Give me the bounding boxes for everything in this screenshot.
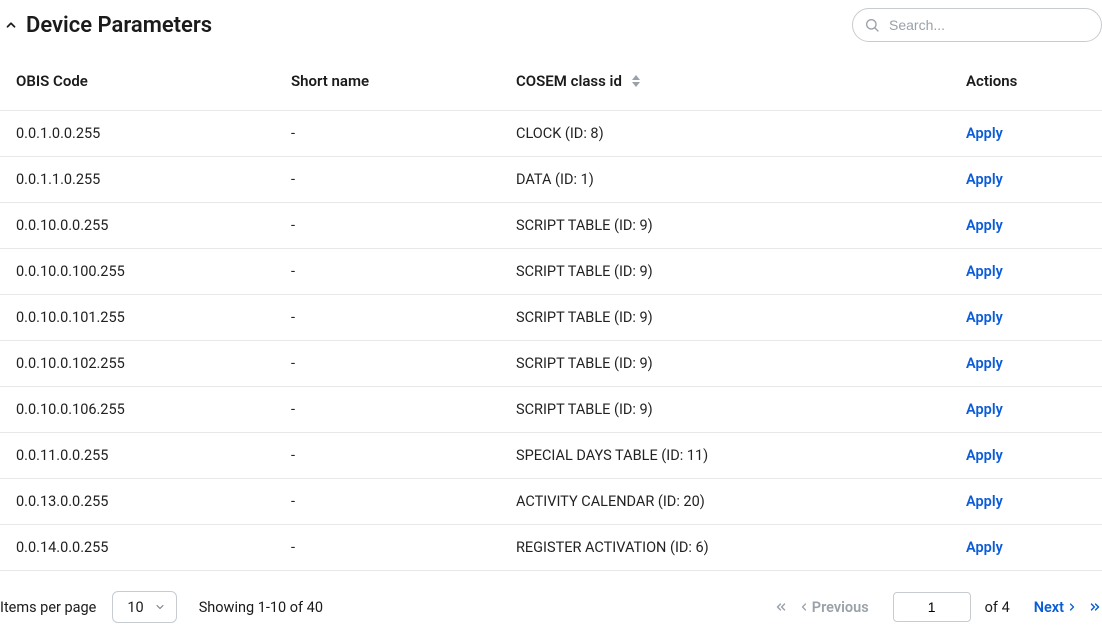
- cell-obis: 0.0.10.0.102.255: [0, 341, 275, 387]
- title-container: Device Parameters: [0, 13, 212, 38]
- cell-cosem: SCRIPT TABLE (ID: 9): [500, 295, 950, 341]
- page-size-value: 10: [127, 599, 143, 616]
- column-header-cosem-label: COSEM class id: [516, 72, 622, 90]
- table-body: 0.0.1.0.0.255-CLOCK (ID: 8)Apply0.0.1.1.…: [0, 111, 1102, 571]
- cell-short: -: [275, 203, 500, 249]
- apply-button[interactable]: Apply: [966, 447, 1003, 464]
- apply-button[interactable]: Apply: [966, 401, 1003, 418]
- pagination-bar: Items per page 10 Showing 1-10 of 40 Pre…: [0, 571, 1102, 629]
- apply-button[interactable]: Apply: [966, 171, 1003, 188]
- cell-obis: 0.0.13.0.0.255: [0, 479, 275, 525]
- showing-text: Showing 1-10 of 40: [199, 599, 323, 616]
- column-header-cosem[interactable]: COSEM class id: [500, 52, 950, 111]
- apply-button[interactable]: Apply: [966, 263, 1003, 280]
- cell-short: -: [275, 157, 500, 203]
- table-row: 0.0.13.0.0.255-ACTIVITY CALENDAR (ID: 20…: [0, 479, 1102, 525]
- apply-button[interactable]: Apply: [966, 125, 1003, 142]
- cell-cosem: SCRIPT TABLE (ID: 9): [500, 203, 950, 249]
- panel-header: Device Parameters: [0, 0, 1102, 52]
- search-container: [852, 8, 1102, 42]
- collapse-icon[interactable]: [4, 18, 18, 32]
- cell-short: -: [275, 341, 500, 387]
- table-row: 0.0.10.0.102.255-SCRIPT TABLE (ID: 9) App…: [0, 341, 1102, 387]
- page-title: Device Parameters: [26, 13, 212, 38]
- apply-button[interactable]: Apply: [966, 309, 1003, 326]
- table-row: 0.0.1.1.0.255-DATA (ID: 1) Apply: [0, 157, 1102, 203]
- cell-obis: 0.0.10.0.106.255: [0, 387, 275, 433]
- table-row: 0.0.10.0.106.255-SCRIPT TABLE (ID: 9) App…: [0, 387, 1102, 433]
- table-row: 0.0.1.0.0.255-CLOCK (ID: 8) Apply: [0, 111, 1102, 157]
- cell-cosem: ACTIVITY CALENDAR (ID: 20): [500, 479, 950, 525]
- current-page-input[interactable]: [893, 592, 971, 622]
- parameters-table: OBIS Code Short name COSEM class id Acti…: [0, 52, 1102, 571]
- cell-obis: 0.0.14.0.0.255: [0, 525, 275, 571]
- apply-button[interactable]: Apply: [966, 355, 1003, 372]
- table-row: 0.0.14.0.0.255-REGISTER ACTIVATION (ID: …: [0, 525, 1102, 571]
- cell-cosem: DATA (ID: 1): [500, 157, 950, 203]
- apply-button[interactable]: Apply: [966, 493, 1003, 510]
- previous-label: Previous: [812, 599, 869, 616]
- cell-obis: 0.0.11.0.0.255: [0, 433, 275, 479]
- next-label: Next: [1034, 599, 1064, 616]
- first-page-button[interactable]: [774, 600, 788, 614]
- pager: Previous of 4 Next: [774, 592, 1102, 622]
- cell-obis: 0.0.10.0.0.255: [0, 203, 275, 249]
- cell-cosem: SCRIPT TABLE (ID: 9): [500, 387, 950, 433]
- cell-cosem: REGISTER ACTIVATION (ID: 6): [500, 525, 950, 571]
- table-row: 0.0.11.0.0.255-SPECIAL DAYS TABLE (ID: 1…: [0, 433, 1102, 479]
- cell-obis: 0.0.1.0.0.255: [0, 111, 275, 157]
- cell-cosem: SPECIAL DAYS TABLE (ID: 11): [500, 433, 950, 479]
- search-input[interactable]: [852, 8, 1102, 42]
- apply-button[interactable]: Apply: [966, 217, 1003, 234]
- chevron-down-icon: [154, 601, 166, 613]
- table-header-row: OBIS Code Short name COSEM class id Acti…: [0, 52, 1102, 111]
- apply-button[interactable]: Apply: [966, 539, 1003, 556]
- cell-cosem: SCRIPT TABLE (ID: 9): [500, 249, 950, 295]
- column-header-short[interactable]: Short name: [275, 52, 500, 111]
- cell-obis: 0.0.1.1.0.255: [0, 157, 275, 203]
- items-per-page-label: Items per page: [0, 599, 96, 616]
- cell-short: -: [275, 525, 500, 571]
- cell-short: -: [275, 479, 500, 525]
- cell-short: -: [275, 387, 500, 433]
- sort-icon: [632, 75, 640, 87]
- column-header-actions: Actions: [950, 52, 1102, 111]
- table-row: 0.0.10.0.100.255-SCRIPT TABLE (ID: 9) App…: [0, 249, 1102, 295]
- cell-short: -: [275, 249, 500, 295]
- last-page-button[interactable]: [1088, 600, 1102, 614]
- cell-obis: 0.0.10.0.101.255: [0, 295, 275, 341]
- page-size-select[interactable]: 10: [112, 591, 176, 623]
- cell-obis: 0.0.10.0.100.255: [0, 249, 275, 295]
- previous-page-button[interactable]: Previous: [798, 599, 869, 616]
- column-header-obis[interactable]: OBIS Code: [0, 52, 275, 111]
- table-row: 0.0.10.0.0.255-SCRIPT TABLE (ID: 9) Apply: [0, 203, 1102, 249]
- next-page-button[interactable]: Next: [1034, 599, 1078, 616]
- cell-short: -: [275, 111, 500, 157]
- cell-cosem: SCRIPT TABLE (ID: 9): [500, 341, 950, 387]
- table-row: 0.0.10.0.101.255-SCRIPT TABLE (ID: 9) App…: [0, 295, 1102, 341]
- cell-short: -: [275, 433, 500, 479]
- cell-cosem: CLOCK (ID: 8): [500, 111, 950, 157]
- total-pages-text: of 4: [985, 599, 1010, 616]
- search-icon: [864, 17, 880, 33]
- cell-short: -: [275, 295, 500, 341]
